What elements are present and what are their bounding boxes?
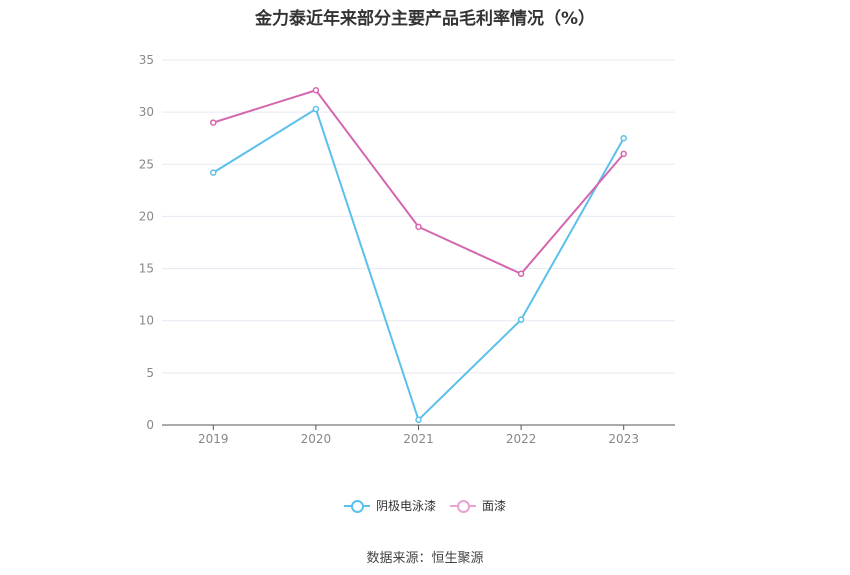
- x-tick-label: 2023: [608, 432, 639, 446]
- legend-label-series-2: 面漆: [482, 499, 507, 513]
- data-point-series-2[interactable]: [210, 119, 217, 126]
- chart-title: 金力泰近年来部分主要产品毛利率情况（%）: [254, 9, 596, 29]
- x-tick-label: 2019: [198, 432, 229, 446]
- data-point-series-1[interactable]: [210, 169, 217, 176]
- y-tick-label: 0: [146, 418, 154, 432]
- legend-marker-series-2-icon: [450, 499, 476, 513]
- y-tick-label: 5: [146, 366, 154, 380]
- data-point-series-1[interactable]: [517, 316, 525, 323]
- data-point-series-1[interactable]: [312, 105, 320, 113]
- legend-label-series-1: 阴极电泳漆: [375, 499, 436, 513]
- legend-item-series-2[interactable]: 面漆: [450, 497, 506, 514]
- x-tick-label: 2020: [301, 432, 332, 446]
- y-tick-label: 25: [139, 157, 154, 171]
- data-point-series-2[interactable]: [415, 223, 422, 231]
- data-point-series-2[interactable]: [517, 270, 525, 278]
- data-point-series-1[interactable]: [620, 134, 627, 142]
- y-tick-label: 10: [139, 314, 154, 328]
- y-tick-label: 20: [139, 209, 154, 223]
- legend-marker-series-1-icon: [343, 499, 370, 513]
- x-tick-label: 2021: [403, 432, 434, 446]
- legend-item-series-1[interactable]: 阴极电泳漆: [343, 497, 436, 514]
- data-source-note: 数据来源：恒生聚源: [366, 551, 484, 566]
- data-point-series-2[interactable]: [620, 150, 627, 158]
- y-tick-label: 35: [139, 53, 154, 67]
- y-tick-label: 30: [139, 105, 154, 119]
- legend: 阴极电泳漆 面漆: [0, 497, 850, 514]
- x-tick-label: 2022: [506, 432, 537, 446]
- y-tick-label: 15: [139, 262, 154, 276]
- data-point-series-2[interactable]: [312, 86, 320, 94]
- data-point-series-1[interactable]: [415, 416, 422, 424]
